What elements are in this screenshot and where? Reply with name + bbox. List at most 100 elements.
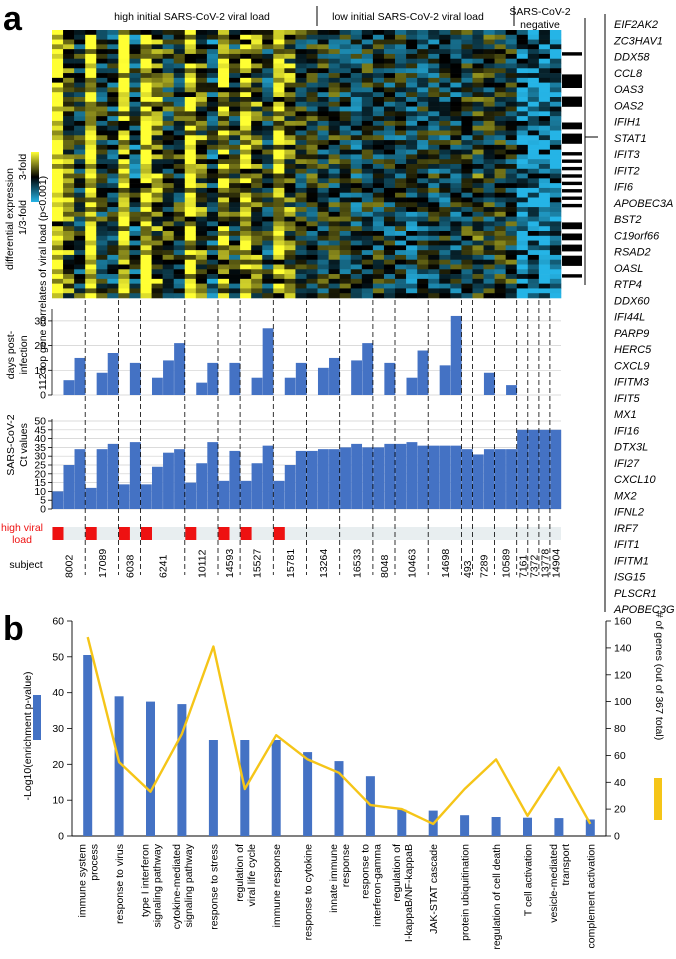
subject-id: 10112 bbox=[196, 549, 208, 578]
heatmap-cell bbox=[328, 192, 340, 198]
heatmap-cell bbox=[52, 58, 64, 64]
heatmap-cell bbox=[494, 73, 506, 79]
heatmap-cell bbox=[306, 274, 318, 280]
heatmap-cell bbox=[118, 202, 130, 208]
heatmap-cell bbox=[461, 149, 473, 155]
heatmap-cell bbox=[151, 144, 163, 150]
heatmap-cell bbox=[162, 120, 175, 127]
heatmap-cell bbox=[284, 144, 296, 150]
gene-marker bbox=[562, 203, 582, 208]
heatmap-cell bbox=[317, 34, 329, 40]
heatmap-cell bbox=[461, 254, 473, 261]
gene-label: PARP9 bbox=[614, 328, 649, 340]
heatmap-cell bbox=[262, 73, 274, 79]
heatmap-cell bbox=[428, 259, 440, 265]
heatmap-cell bbox=[350, 101, 363, 107]
heatmap-cell bbox=[206, 283, 219, 289]
heatmap-cell bbox=[129, 226, 141, 232]
heatmap-cell bbox=[494, 82, 506, 88]
heatmap-cell bbox=[395, 63, 407, 69]
heatmap-cell bbox=[406, 259, 418, 265]
days-bar bbox=[450, 315, 462, 395]
heatmap-cell bbox=[417, 144, 429, 150]
heatmap-cell bbox=[118, 49, 130, 55]
heatmap-cell bbox=[538, 264, 551, 270]
heatmap-cell bbox=[505, 168, 518, 174]
heatmap-cell bbox=[162, 34, 175, 40]
heatmap-cell bbox=[173, 207, 186, 213]
heatmap-cell bbox=[96, 135, 108, 141]
heatmap-cell bbox=[118, 149, 130, 155]
heatmap-cell bbox=[461, 250, 473, 256]
heatmap-cell bbox=[173, 53, 186, 60]
heatmap-cell bbox=[339, 154, 352, 160]
heatmap-cell bbox=[129, 164, 141, 170]
heatmap-cell bbox=[229, 106, 241, 112]
heatmap-cell bbox=[428, 250, 440, 256]
heatmap-cell bbox=[549, 111, 562, 117]
heatmap-cell bbox=[450, 154, 462, 160]
heatmap-cell bbox=[395, 82, 407, 88]
heatmap-cell bbox=[461, 192, 473, 198]
heatmap-cell bbox=[129, 149, 141, 155]
heatmap-cell bbox=[251, 283, 263, 289]
heatmap-cell bbox=[273, 173, 285, 179]
heatmap-cell bbox=[361, 259, 374, 265]
heatmap-cell bbox=[472, 144, 484, 150]
category-label: cytokine-mediated bbox=[171, 844, 183, 929]
heatmap-cell bbox=[63, 269, 75, 275]
heatmap-cell bbox=[206, 159, 219, 165]
heatmap-cell bbox=[85, 264, 97, 270]
heatmap-cell bbox=[140, 116, 152, 122]
heatmap-cell bbox=[450, 269, 462, 275]
heatmap-cell bbox=[505, 97, 518, 103]
heatmap-cell bbox=[494, 97, 506, 103]
heatmap-cell bbox=[262, 149, 274, 155]
heatmap-cell bbox=[428, 264, 440, 270]
heatmap-cell bbox=[85, 149, 97, 155]
heatmap-cell bbox=[538, 92, 551, 98]
heatmap-cell bbox=[328, 49, 340, 55]
heatmap-cell bbox=[85, 164, 97, 170]
heatmap-cell bbox=[306, 116, 318, 122]
heatmap-cell bbox=[317, 39, 329, 45]
heatmap-cell bbox=[151, 101, 163, 107]
heatmap-cell bbox=[262, 82, 274, 88]
heatmap-cell bbox=[118, 73, 130, 79]
ct-bar bbox=[295, 450, 307, 509]
gene-marker bbox=[562, 181, 582, 186]
heatmap-cell bbox=[195, 178, 208, 184]
heatmap-cell bbox=[306, 240, 318, 246]
heatmap-cell bbox=[206, 202, 219, 208]
heatmap-cell bbox=[450, 125, 462, 131]
heatmap-cell bbox=[527, 116, 540, 122]
heatmap-cell bbox=[63, 293, 75, 299]
heatmap-cell bbox=[361, 73, 374, 79]
days-bar bbox=[63, 380, 75, 395]
heatmap-cell bbox=[417, 39, 429, 45]
heatmap-cell bbox=[339, 106, 352, 112]
heatmap-cell bbox=[52, 140, 64, 146]
heatmap-cell bbox=[339, 183, 352, 189]
heatmap-cell bbox=[472, 87, 484, 93]
heatmap-cell bbox=[63, 216, 75, 222]
heatmap-cell bbox=[306, 87, 318, 93]
gene-label: MX2 bbox=[614, 490, 637, 502]
heatmap-cell bbox=[96, 97, 108, 103]
heatmap-cell bbox=[52, 68, 64, 74]
heatmap-cell bbox=[251, 87, 263, 93]
heatmap-cell bbox=[63, 111, 75, 117]
heatmap-cell bbox=[107, 53, 119, 60]
heatmap-cell bbox=[306, 216, 318, 222]
heatmap-cell bbox=[339, 92, 352, 98]
heatmap-cell bbox=[284, 92, 296, 98]
heatmap-cell bbox=[195, 197, 208, 203]
heatmap-cell bbox=[118, 250, 130, 256]
heatmap-cell bbox=[162, 240, 175, 246]
heatmap-cell bbox=[383, 207, 396, 213]
heatmap-cell bbox=[63, 101, 75, 107]
heatmap-cell bbox=[417, 250, 429, 256]
heatmap-cell bbox=[52, 106, 64, 112]
heatmap-cell bbox=[328, 164, 340, 170]
